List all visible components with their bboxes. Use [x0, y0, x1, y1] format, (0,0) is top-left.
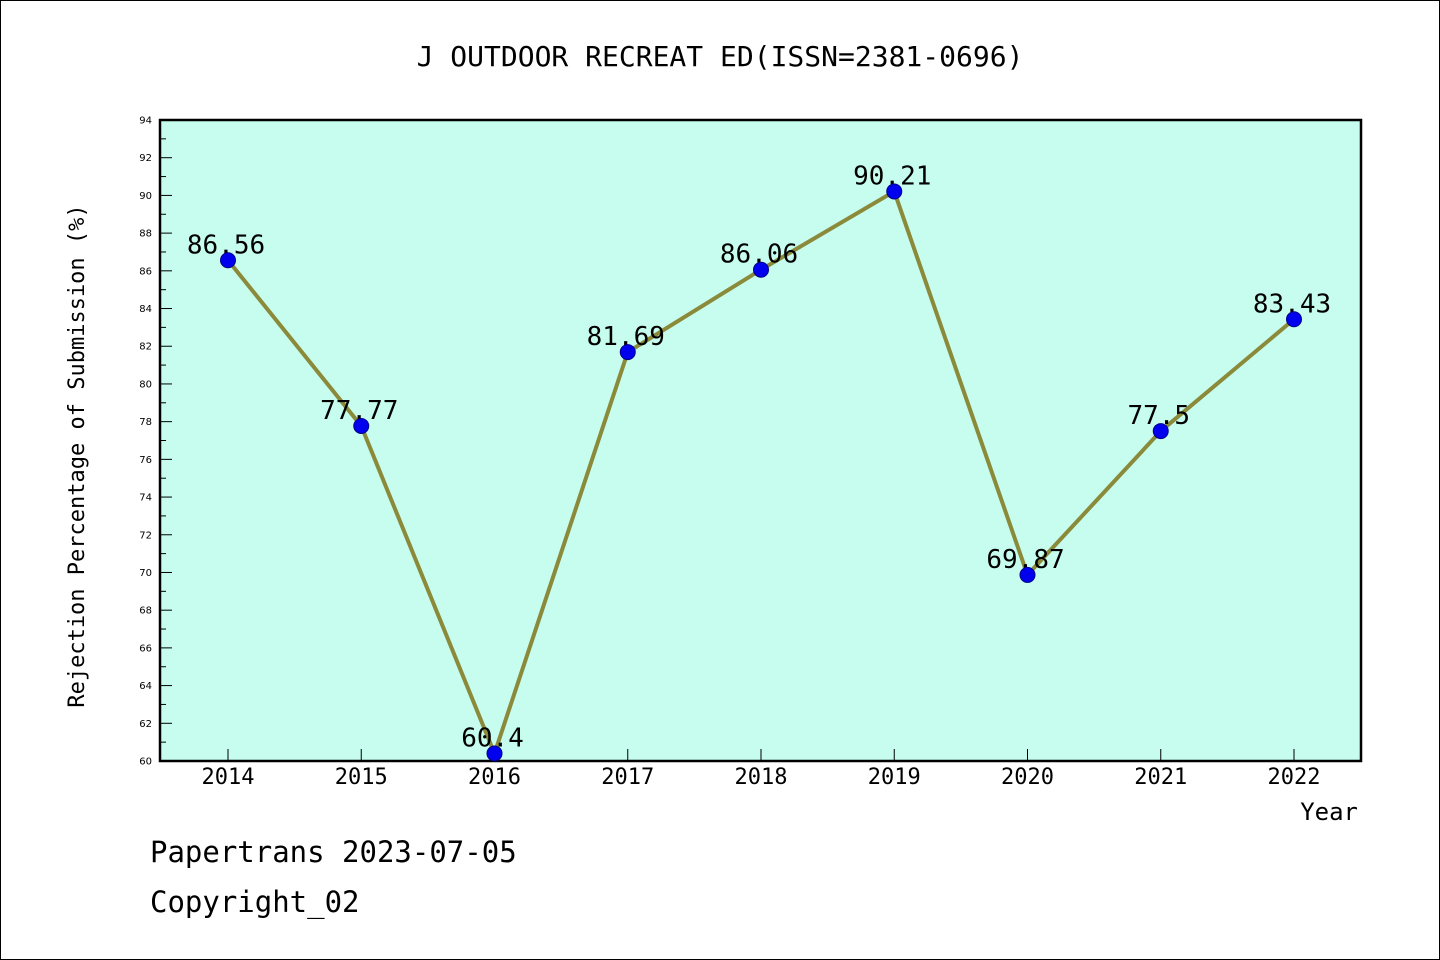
plot-area — [158, 118, 1363, 763]
x-tick-label: 2014 — [202, 765, 255, 790]
y-tick-label: 82 — [139, 342, 152, 353]
y-tick-label: 94 — [139, 116, 152, 127]
data-point — [619, 344, 636, 361]
footer-copyright: Copyright_02 — [150, 885, 360, 919]
y-tick-label: 92 — [139, 153, 152, 164]
x-tick-label: 2019 — [868, 765, 921, 790]
data-point — [220, 252, 236, 269]
y-axis-label: Rejection Percentage of Submission (%) — [65, 204, 90, 707]
y-tick-label: 74 — [139, 493, 152, 504]
y-tick-label: 60 — [139, 757, 152, 768]
data-point — [353, 417, 370, 434]
y-axis: 60 62 64 66 68 70 72 74 76 78 80 82 84 86 88 90 92 94 — [139, 116, 172, 768]
y-tick-label: 88 — [139, 229, 152, 240]
y-tick-label: 90 — [139, 191, 152, 202]
x-tick-label: 2022 — [1268, 765, 1321, 790]
x-tick-label: 2017 — [601, 765, 654, 790]
x-axis-label: Year — [1300, 798, 1358, 826]
x-tick-label: 2015 — [335, 765, 388, 790]
y-tick-label: 76 — [139, 455, 152, 466]
y-tick-label: 80 — [139, 379, 152, 390]
y-tick-label: 66 — [139, 643, 152, 654]
y-tick-label: 64 — [139, 681, 152, 692]
data-point — [753, 261, 769, 278]
x-tick-label: 2021 — [1134, 765, 1187, 790]
data-point — [886, 183, 903, 200]
data-point — [1286, 311, 1302, 328]
data-point — [1152, 423, 1169, 440]
data-point — [1019, 566, 1036, 583]
x-tick-label: 2016 — [468, 765, 521, 790]
y-tick-label: 68 — [139, 606, 152, 617]
data-point — [486, 745, 503, 762]
series: 86.5677.7760.481.6986.0690.2169.8777.583… — [187, 161, 1331, 762]
y-tick-label: 70 — [139, 568, 152, 579]
x-tick-label: 2020 — [1001, 765, 1054, 790]
footer-date: Papertrans 2023-07-05 — [150, 835, 517, 869]
y-tick-label: 86 — [139, 266, 152, 277]
chart-title: J OUTDOOR RECREAT ED(ISSN=2381-0696) — [417, 40, 1024, 73]
y-tick-label: 72 — [139, 530, 152, 541]
x-tick-label: 2018 — [735, 765, 788, 790]
x-axis: 2014 2015 2016 2017 2018 2019 2020 2021 2022 — [202, 749, 1321, 790]
y-tick-label: 62 — [139, 719, 152, 730]
y-tick-label: 84 — [139, 304, 152, 315]
y-tick-label: 78 — [139, 417, 152, 428]
